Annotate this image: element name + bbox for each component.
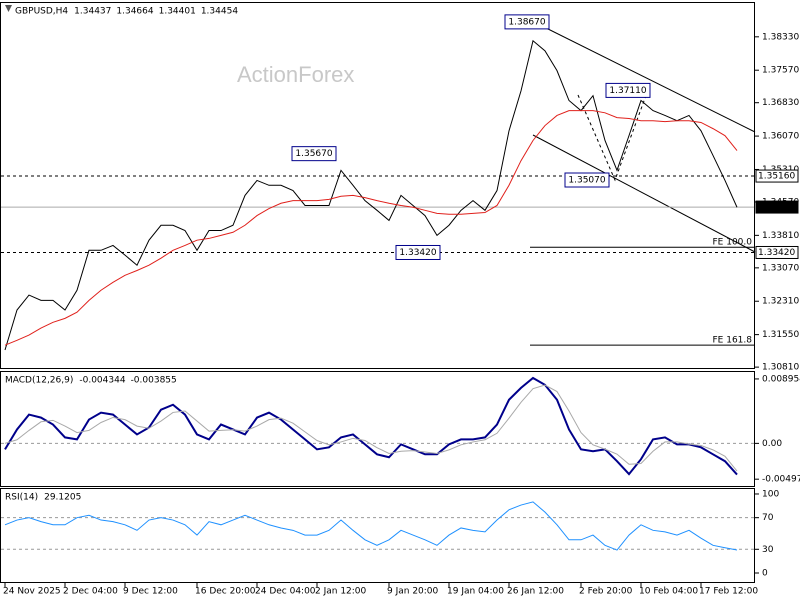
y-tick-label: 100: [762, 489, 779, 499]
annotation-box: [291, 146, 337, 162]
macd-pane: [0, 371, 755, 487]
annotation-box: [564, 172, 610, 188]
x-tick-label: 17 Feb 12:00: [699, 587, 758, 597]
channel-lower: [532, 134, 756, 253]
series-line: [4, 39, 738, 351]
annotation-label: 1.33420: [399, 248, 436, 258]
x-tick-label: 16 Dec 20:00: [195, 587, 256, 597]
annotation-box: [605, 82, 651, 98]
x-tick-label: 19 Jan 04:00: [447, 587, 504, 597]
level-box: [755, 200, 799, 214]
title-value: 29.1205: [44, 493, 81, 503]
x-tick-label: 10 Feb 04:00: [639, 587, 698, 597]
fib-label: FE 161.8: [713, 336, 753, 346]
annotation-box: [395, 244, 441, 260]
y-tick-label: 30: [762, 545, 774, 555]
x-tick-label: 26 Jan 12:00: [507, 587, 564, 597]
y-tick-label: 1.36830: [762, 98, 799, 108]
y-tick-label: 1.36070: [762, 132, 799, 142]
y-tick-label: 1.33810: [762, 231, 799, 241]
series-line: [4, 110, 738, 346]
x-tick-label: 9 Jan 20:00: [387, 587, 439, 597]
watermark: ActionForex: [237, 62, 354, 87]
pane-title: RSI(14): [5, 493, 38, 503]
y-tick-label: 1.33070: [762, 263, 799, 273]
annotation-box: [504, 14, 550, 30]
annotation-label: 1.35670: [295, 149, 332, 159]
title-value: 1.34437: [74, 7, 111, 17]
title-value: 1.34664: [116, 7, 153, 17]
rsi-pane: [0, 488, 755, 583]
level-label: 1.33420: [758, 248, 795, 258]
annotation-label: 1.35070: [568, 176, 605, 186]
header-icon: [5, 5, 12, 12]
channel-upper: [529, 19, 756, 133]
series-line: [4, 376, 738, 476]
fib-label: FE 100.0: [713, 238, 753, 248]
y-tick-label: 70: [762, 513, 774, 523]
y-tick-label: 1.31550: [762, 330, 799, 340]
level-label: 1.35160: [758, 172, 795, 182]
series-line: [4, 501, 738, 551]
y-tick-label: 1.32310: [762, 297, 799, 307]
title-value: -0.003855: [131, 376, 177, 386]
annotation-label: 1.37110: [609, 86, 646, 96]
y-tick-label: -0.004977: [762, 475, 800, 485]
pane-title: GBPUSD,H4: [15, 7, 68, 17]
title-value: -0.004344: [79, 376, 125, 386]
x-tick-label: 2 Jan 12:00: [315, 587, 367, 597]
x-tick-label: 24 Nov 2025: [3, 587, 61, 597]
level-box: [755, 245, 799, 259]
x-tick-label: 9 Dec 12:00: [123, 587, 178, 597]
series-line: [4, 384, 738, 472]
main-pane: [0, 2, 755, 369]
x-tick-label: 2 Feb 20:00: [579, 587, 633, 597]
y-tick-label: 1.38330: [762, 32, 799, 42]
title-value: 1.34454: [201, 7, 238, 17]
y-tick-label: 1.30810: [762, 363, 799, 373]
x-tick-label: 24 Dec 04:00: [255, 587, 316, 597]
y-tick-label: 1.37570: [762, 66, 799, 76]
annotation-label: 1.38670: [508, 17, 545, 27]
y-tick-label: 0.008954: [762, 374, 800, 384]
frames: [0, 2, 755, 583]
x-tick-label: 2 Dec 04:00: [63, 587, 118, 597]
pane-title: MACD(12,26,9): [5, 376, 73, 386]
level-box: [755, 169, 799, 183]
level-label: 1.34454: [758, 203, 795, 213]
title-value: 1.34401: [159, 7, 196, 17]
y-tick-label: 0.00: [762, 439, 782, 449]
y-tick-label: 0: [762, 568, 768, 578]
